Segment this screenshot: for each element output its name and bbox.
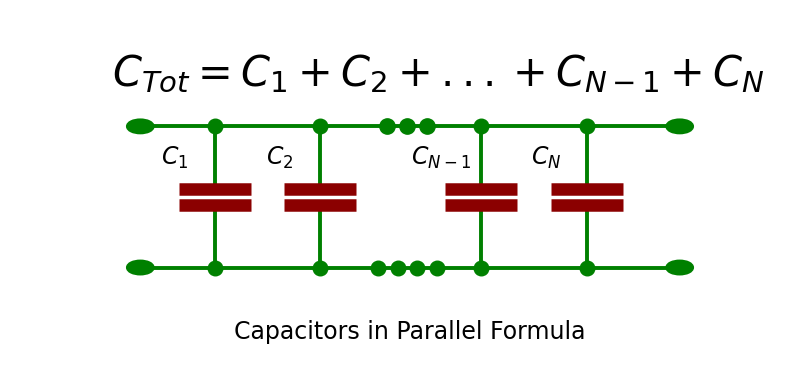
Text: $C_1$: $C_1$	[161, 145, 188, 171]
Circle shape	[667, 121, 692, 132]
Circle shape	[667, 262, 692, 273]
Point	[411, 264, 424, 271]
Point	[580, 123, 593, 129]
Circle shape	[128, 262, 153, 273]
Point	[381, 123, 394, 129]
Text: $C_2$: $C_2$	[266, 145, 294, 171]
Point	[475, 123, 488, 129]
Circle shape	[128, 121, 153, 132]
Point	[391, 264, 404, 271]
Point	[208, 123, 221, 129]
Point	[580, 264, 593, 271]
Point	[420, 123, 433, 129]
Point	[314, 123, 326, 129]
Point	[431, 264, 444, 271]
Point	[314, 264, 326, 271]
Point	[371, 264, 384, 271]
Text: Capacitors in Parallel Formula: Capacitors in Parallel Formula	[234, 320, 586, 344]
Text: $C_{N-1}$: $C_{N-1}$	[411, 145, 471, 171]
Point	[475, 264, 488, 271]
Text: $C_N$: $C_N$	[531, 145, 562, 171]
Point	[208, 264, 221, 271]
Text: $\mathit{C_{Tot} = C_1 + C_2 + ... + C_{N-1} + C_N}$: $\mathit{C_{Tot} = C_1 + C_2 + ... + C_{…	[112, 53, 765, 95]
Point	[401, 123, 414, 129]
